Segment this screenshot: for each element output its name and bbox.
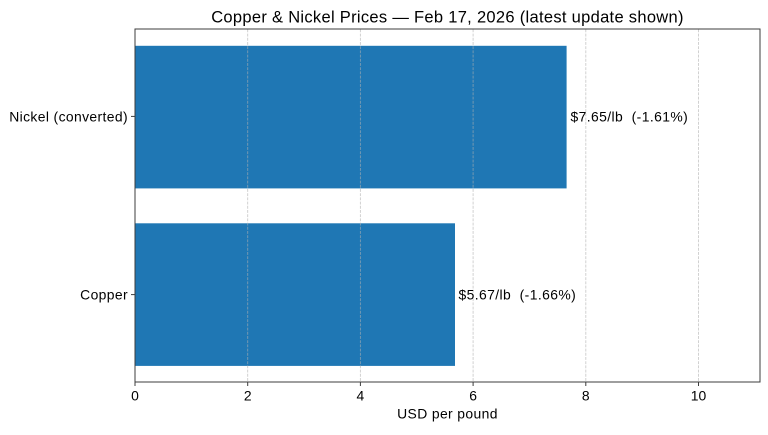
svg-text:6: 6 xyxy=(469,388,477,404)
svg-text:$5.67/lb (-1.66%): $5.67/lb (-1.66%) xyxy=(459,287,577,303)
svg-text:$7.65/lb (-1.61%): $7.65/lb (-1.61%) xyxy=(571,108,689,124)
svg-text:2: 2 xyxy=(244,388,252,404)
svg-text:Copper & Nickel Prices — Feb 1: Copper & Nickel Prices — Feb 17, 2026 (l… xyxy=(211,9,684,27)
svg-text:8: 8 xyxy=(582,388,590,404)
svg-text:Copper: Copper xyxy=(80,287,128,303)
svg-text:USD per pound: USD per pound xyxy=(397,406,498,422)
svg-text:4: 4 xyxy=(357,388,365,404)
svg-text:Nickel (converted): Nickel (converted) xyxy=(9,108,128,124)
svg-text:10: 10 xyxy=(691,388,707,404)
svg-text:0: 0 xyxy=(131,388,139,404)
